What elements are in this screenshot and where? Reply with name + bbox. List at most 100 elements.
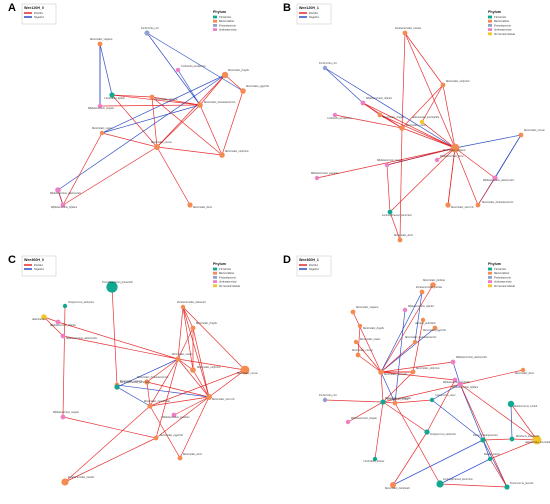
network-node[interactable] xyxy=(180,304,186,310)
network-node[interactable] xyxy=(55,319,61,325)
network-node[interactable] xyxy=(314,175,320,181)
network-node[interactable] xyxy=(419,119,425,125)
network-node[interactable] xyxy=(397,237,403,243)
network-node[interactable] xyxy=(392,400,398,406)
positive-edge xyxy=(324,399,384,403)
network-node[interactable] xyxy=(60,333,66,339)
network-node[interactable] xyxy=(432,325,438,331)
network-node[interactable] xyxy=(487,456,493,462)
network-node[interactable] xyxy=(420,317,426,323)
edges xyxy=(316,32,522,241)
network-node[interactable] xyxy=(175,67,181,73)
network-node[interactable] xyxy=(507,400,515,408)
network-node[interactable] xyxy=(106,281,118,293)
network-node[interactable] xyxy=(153,435,159,441)
network-node[interactable] xyxy=(450,359,456,365)
network-node[interactable] xyxy=(219,152,225,158)
network-node[interactable] xyxy=(452,377,458,383)
network-node[interactable] xyxy=(509,436,515,442)
network-node[interactable] xyxy=(387,209,393,215)
positive-edge xyxy=(386,147,456,166)
network-node[interactable] xyxy=(97,41,103,47)
network-node[interactable] xyxy=(322,65,328,71)
network-node[interactable] xyxy=(480,437,486,443)
network-node[interactable] xyxy=(332,112,338,118)
network-node[interactable] xyxy=(475,202,481,208)
network-node[interactable] xyxy=(60,202,66,208)
legend-box xyxy=(21,3,57,25)
network-node[interactable] xyxy=(147,403,153,409)
network-node[interactable] xyxy=(436,480,444,488)
network-node[interactable] xyxy=(62,303,68,309)
network-node[interactable] xyxy=(384,162,390,168)
network-node[interactable] xyxy=(492,175,498,181)
network-node[interactable] xyxy=(190,367,196,373)
network-node[interactable] xyxy=(345,419,351,425)
network-node[interactable] xyxy=(355,352,361,358)
network-node[interactable] xyxy=(360,100,366,106)
network-node[interactable] xyxy=(144,30,150,36)
network-node[interactable] xyxy=(532,435,542,445)
network-node[interactable] xyxy=(109,92,115,98)
network-node[interactable] xyxy=(457,381,463,387)
network-node[interactable] xyxy=(61,478,69,486)
network-node[interactable] xyxy=(402,307,408,313)
network-node[interactable] xyxy=(154,144,160,150)
network-node[interactable] xyxy=(175,356,181,362)
network-node[interactable] xyxy=(197,102,203,108)
network-node[interactable] xyxy=(504,484,510,490)
network-node[interactable] xyxy=(372,456,378,462)
network-node[interactable] xyxy=(377,112,383,118)
network-node[interactable] xyxy=(240,365,250,375)
network-node[interactable] xyxy=(190,325,196,331)
network-node[interactable] xyxy=(177,455,183,461)
phylum-swatch xyxy=(213,24,217,27)
positive-edge xyxy=(380,371,456,381)
node-label: Bifidobacterium_infantis xyxy=(50,324,76,327)
node-label: Bacteroides_caccae xyxy=(524,129,546,132)
positive-edge xyxy=(146,358,179,383)
positive-edge xyxy=(426,379,456,433)
network-node[interactable] xyxy=(60,414,66,420)
node-label: Blautia_obeum xyxy=(484,453,500,456)
positive-edge xyxy=(421,84,444,123)
network-node[interactable] xyxy=(424,429,430,435)
network-node[interactable] xyxy=(445,202,451,208)
network-node[interactable] xyxy=(450,143,460,153)
network-node[interactable] xyxy=(429,397,435,403)
network-node[interactable] xyxy=(440,82,446,88)
network-node[interactable] xyxy=(357,323,363,329)
network-node[interactable] xyxy=(221,71,229,79)
node-label: Bacteroides_fragilis xyxy=(228,69,249,72)
network-node[interactable] xyxy=(419,289,425,295)
network-node[interactable] xyxy=(322,397,328,403)
network-node[interactable] xyxy=(399,125,405,131)
network-node[interactable] xyxy=(402,30,408,36)
network-node[interactable] xyxy=(206,394,212,400)
network-node[interactable] xyxy=(430,282,436,288)
network-node[interactable] xyxy=(149,94,155,100)
network-node[interactable] xyxy=(99,130,105,136)
network-node[interactable] xyxy=(41,314,47,320)
network-node[interactable] xyxy=(240,88,246,94)
network-node[interactable] xyxy=(350,309,356,315)
network-node[interactable] xyxy=(380,399,386,405)
positive-edge xyxy=(389,211,401,241)
network-node[interactable] xyxy=(114,384,120,390)
network-node[interactable] xyxy=(97,103,103,109)
phylum-swatch xyxy=(213,284,217,288)
network-node[interactable] xyxy=(410,369,416,375)
network-node[interactable] xyxy=(378,369,384,375)
network-node[interactable] xyxy=(518,132,524,138)
network-node[interactable] xyxy=(390,482,396,488)
network-node[interactable] xyxy=(353,339,359,345)
network-node[interactable] xyxy=(187,202,193,208)
positive-edge xyxy=(454,147,496,179)
network-node[interactable] xyxy=(520,367,526,373)
network-node[interactable] xyxy=(412,339,418,345)
network-node[interactable] xyxy=(434,157,440,163)
network-node[interactable] xyxy=(55,187,61,193)
network-node[interactable] xyxy=(171,412,177,418)
network-node[interactable] xyxy=(144,379,150,385)
